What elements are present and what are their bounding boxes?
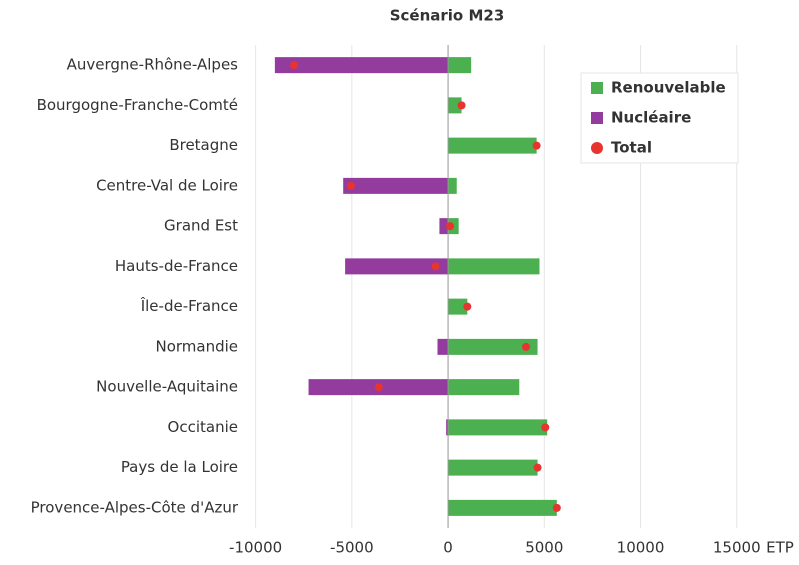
x-tick-label: 0	[443, 539, 453, 557]
legend-label: Total	[611, 139, 652, 157]
y-tick-label: Île-de-France	[140, 296, 238, 315]
bar	[274, 57, 449, 74]
bar	[448, 177, 457, 194]
total-marker	[532, 141, 541, 150]
x-tick-label: -10000	[229, 539, 282, 557]
y-tick-label: Provence-Alpes-Côte d'Azur	[31, 498, 239, 516]
y-tick-label: Hauts-de-France	[115, 257, 238, 275]
legend-swatch	[591, 82, 603, 94]
total-marker	[290, 61, 299, 70]
bar	[448, 379, 520, 396]
bar	[343, 177, 449, 194]
bar	[448, 137, 537, 154]
bar	[446, 419, 449, 436]
legend-box	[580, 72, 739, 164]
bar	[437, 338, 449, 355]
x-tick-label: 10000	[617, 539, 665, 557]
bar	[448, 258, 540, 275]
total-marker	[541, 423, 550, 432]
total-marker	[463, 302, 472, 311]
bar	[439, 218, 449, 235]
x-tick-label: -5000	[330, 539, 374, 557]
y-tick-label: Bretagne	[169, 136, 238, 154]
y-tick-label: Nouvelle-Aquitaine	[96, 378, 238, 396]
total-marker	[522, 342, 531, 351]
total-marker	[346, 181, 355, 190]
total-marker	[552, 503, 561, 512]
chart-title: Scénario M23	[390, 7, 505, 25]
legend-label: Renouvelable	[611, 79, 726, 97]
bar	[448, 419, 548, 436]
y-tick-label: Auvergne-Rhône-Alpes	[67, 56, 239, 74]
bar	[448, 298, 468, 315]
bar	[448, 57, 472, 74]
bar	[345, 258, 449, 275]
x-tick-label: 5000	[525, 539, 563, 557]
y-tick-label: Normandie	[155, 337, 238, 355]
legend-swatch	[591, 142, 603, 154]
legend-label: Nucléaire	[611, 109, 691, 127]
total-marker	[374, 383, 383, 392]
y-tick-label: Grand Est	[164, 217, 238, 235]
legend-swatch	[591, 112, 603, 124]
x-axis-label: ETP	[766, 539, 794, 557]
y-tick-label: Centre-Val de Loire	[96, 176, 238, 194]
bar	[448, 499, 557, 516]
y-tick-label: Bourgogne-Franche-Comté	[37, 96, 238, 114]
bar	[448, 459, 538, 476]
total-marker	[431, 262, 440, 271]
x-tick-label: 15000	[713, 539, 761, 557]
bar	[448, 338, 538, 355]
total-marker	[533, 463, 542, 472]
y-tick-label: Pays de la Loire	[121, 458, 238, 476]
bar	[448, 97, 462, 114]
y-tick-label: Occitanie	[168, 418, 238, 436]
total-marker	[446, 222, 454, 231]
total-marker	[457, 101, 466, 110]
